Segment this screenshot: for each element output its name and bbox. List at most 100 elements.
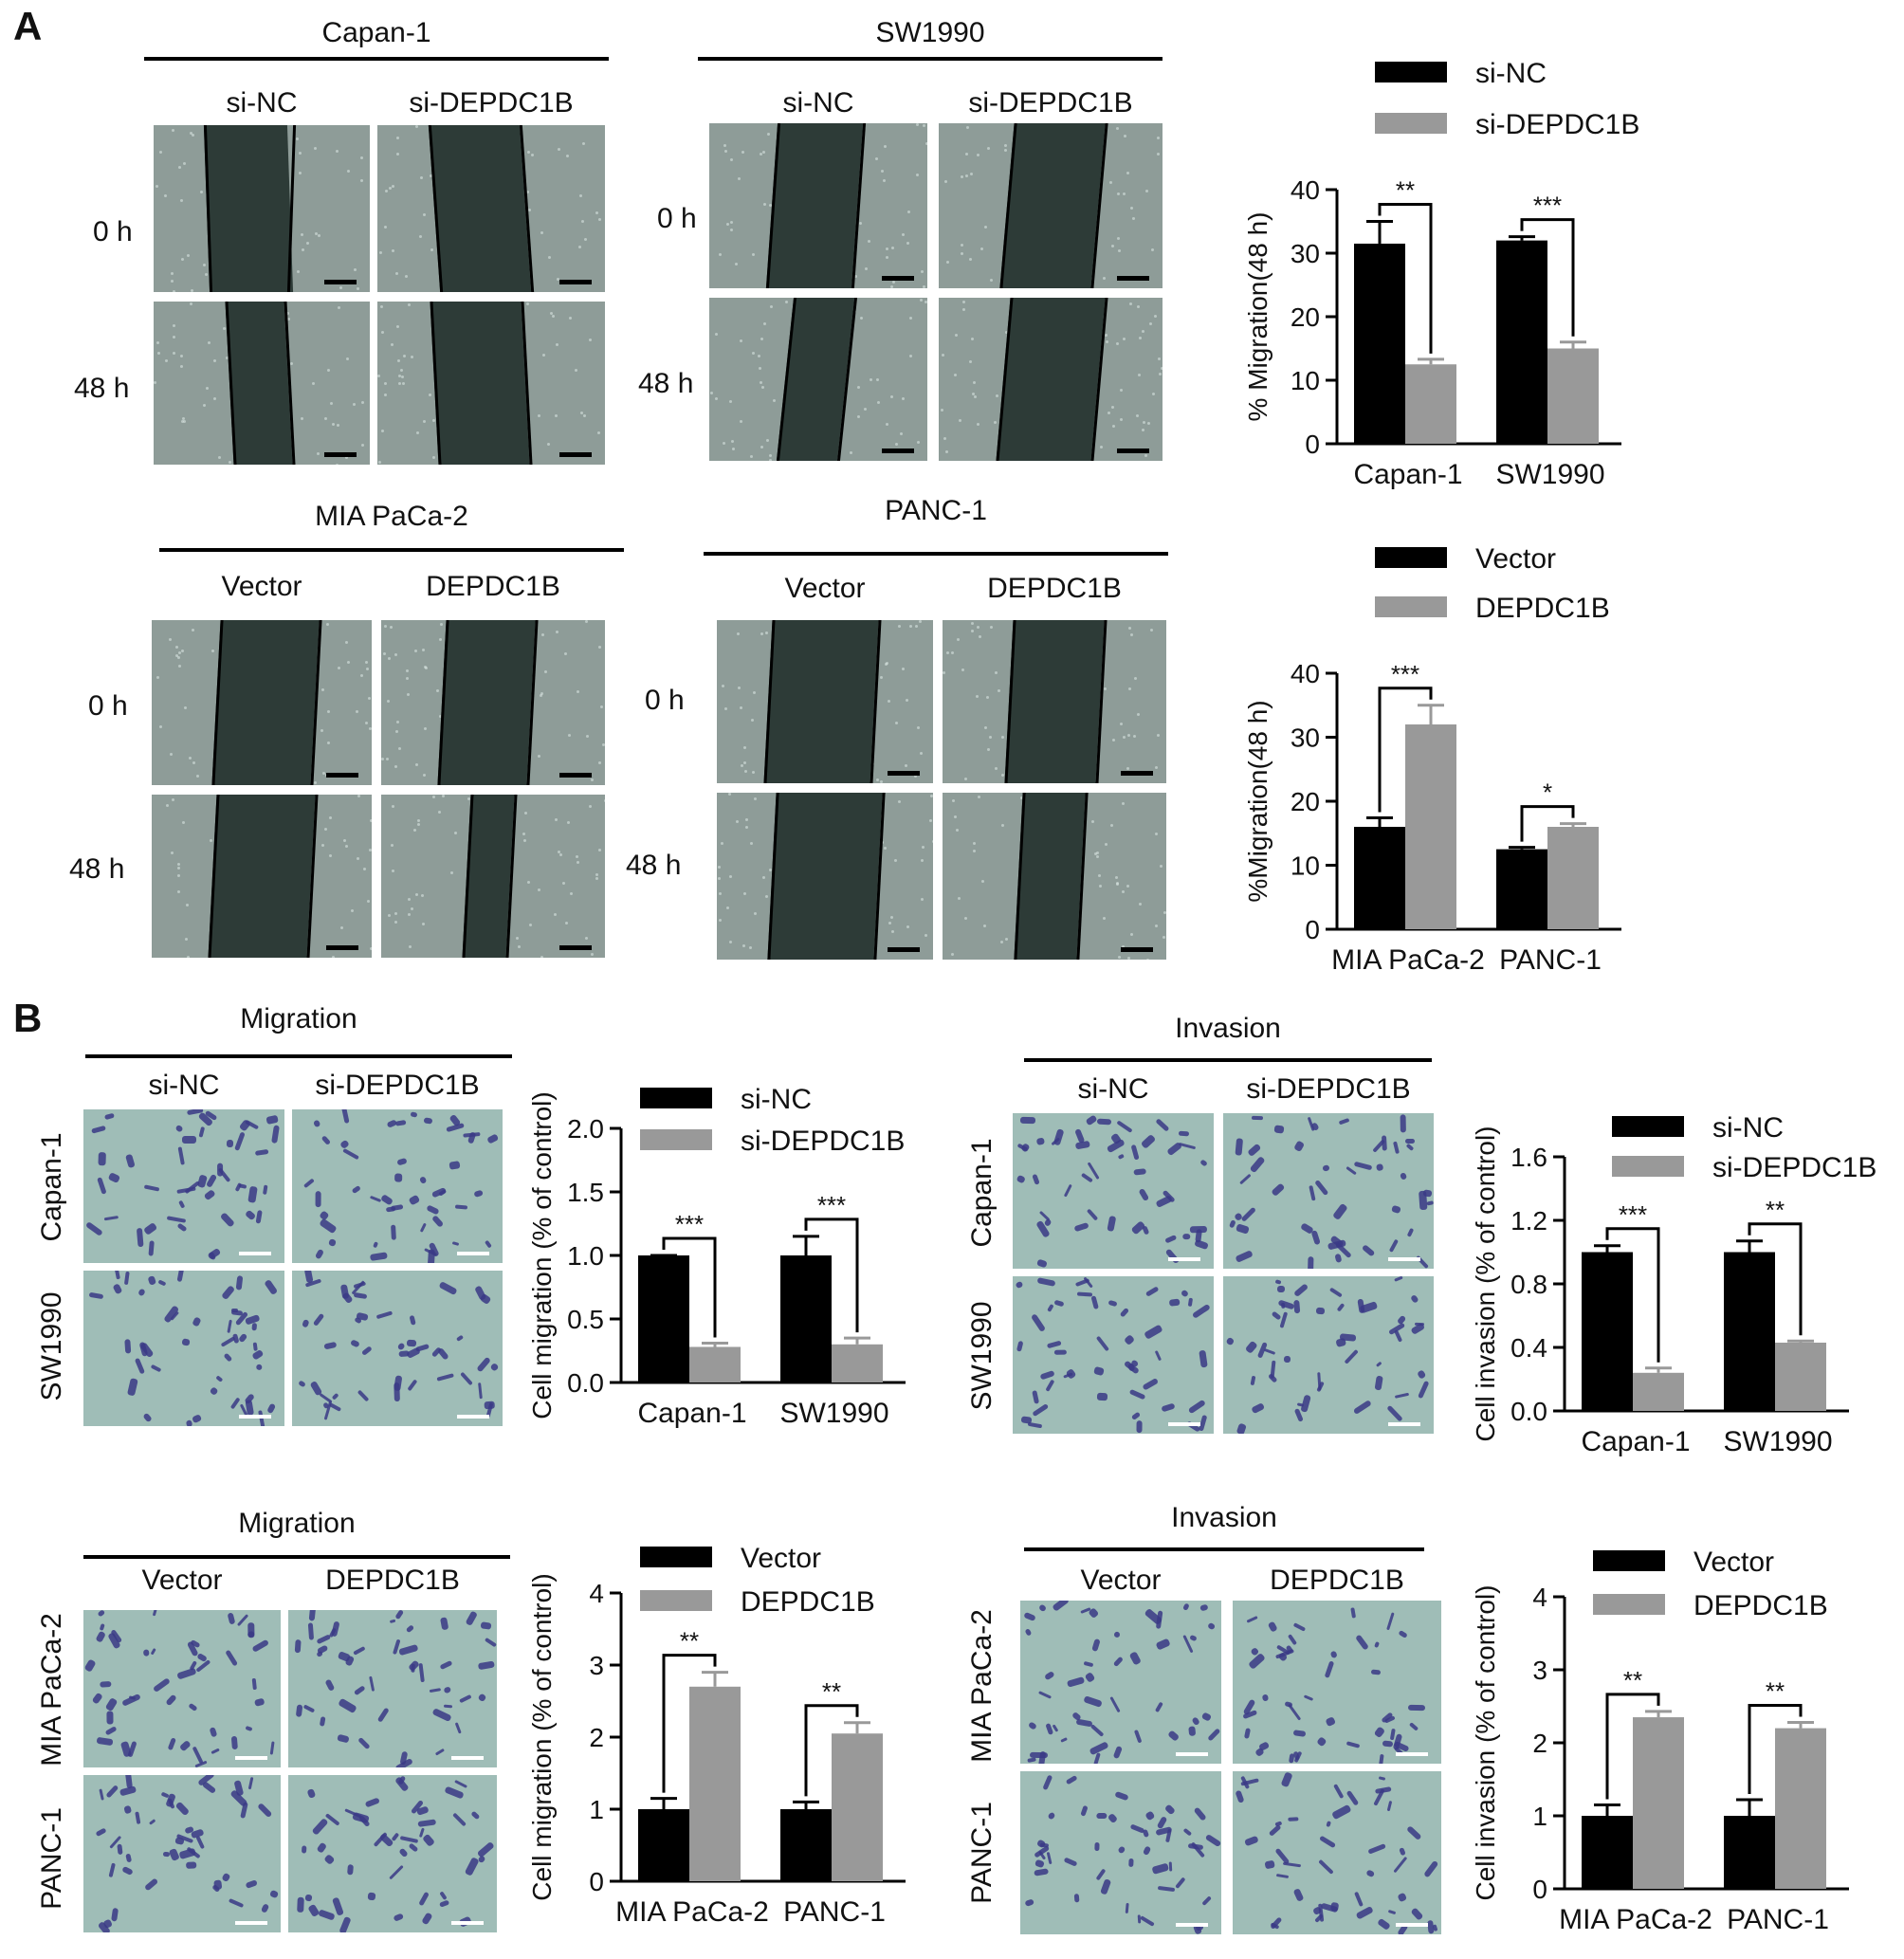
stained-cell xyxy=(1189,1634,1198,1641)
stained-cell xyxy=(372,1241,378,1249)
stained-cell xyxy=(1338,1118,1350,1126)
significance-bracket xyxy=(1748,1222,1803,1336)
cell-speck xyxy=(183,706,187,710)
cell-speck xyxy=(960,175,963,179)
stained-cell xyxy=(1387,1909,1396,1915)
stained-cell xyxy=(1144,1325,1163,1341)
stained-cell xyxy=(1385,1405,1402,1422)
stained-cell xyxy=(1113,1657,1125,1668)
stained-cell xyxy=(1083,1695,1103,1709)
bar xyxy=(1547,348,1599,444)
stained-cell xyxy=(1406,1824,1422,1840)
cell-speck xyxy=(176,863,180,867)
x-tick-label: PANC-1 xyxy=(1499,944,1602,976)
cell-speck xyxy=(364,661,368,665)
stained-cell xyxy=(221,1872,231,1882)
cell-speck xyxy=(893,859,897,863)
stained-cell xyxy=(1112,1745,1123,1760)
significance-mark: *** xyxy=(1533,192,1562,220)
cell-speck xyxy=(394,652,397,656)
cell-speck xyxy=(190,289,193,292)
cell-speck xyxy=(740,763,743,767)
stained-cell xyxy=(1076,1291,1092,1297)
cell-speck xyxy=(182,419,186,423)
cell-speck xyxy=(155,185,158,189)
cell-speck xyxy=(185,904,189,907)
stained-cell xyxy=(408,1841,419,1853)
cell-speck xyxy=(588,804,592,808)
row-label-48h: 48 h xyxy=(626,850,682,881)
cell-speck xyxy=(956,828,960,832)
cell-speck xyxy=(430,248,433,252)
stained-cell xyxy=(1141,1134,1156,1149)
stained-cell xyxy=(1392,1141,1400,1154)
stained-cell xyxy=(1418,1381,1430,1400)
stained-cell xyxy=(1117,1844,1126,1855)
significance-bracket xyxy=(1605,1227,1660,1363)
significance-bracket xyxy=(1520,805,1575,842)
stained-cell xyxy=(1274,1847,1290,1865)
cell-speck xyxy=(414,125,418,129)
stained-cell xyxy=(178,1199,185,1208)
y-tick-label: 3 xyxy=(1532,1656,1547,1685)
stained-cell xyxy=(1031,1403,1049,1418)
cell-speck xyxy=(301,232,304,236)
stained-cell xyxy=(209,1386,219,1397)
stained-cell xyxy=(421,1912,433,1926)
cell-speck xyxy=(226,356,229,359)
stained-cell xyxy=(418,1891,430,1906)
cell-speck xyxy=(170,271,174,275)
cell-speck xyxy=(987,147,991,151)
significance-bracket xyxy=(804,1218,859,1333)
stained-cell xyxy=(340,1109,350,1125)
cell-speck xyxy=(1126,171,1130,174)
cell-speck xyxy=(1116,881,1120,885)
cell-speck xyxy=(961,307,965,311)
stained-cell xyxy=(137,1227,144,1247)
stained-cell xyxy=(1398,1847,1406,1857)
stained-cell xyxy=(471,1811,481,1821)
cell-speck xyxy=(951,799,955,803)
stained-cell xyxy=(1398,1892,1408,1902)
stained-cell xyxy=(1155,1195,1173,1209)
stained-cell xyxy=(1090,1638,1101,1653)
stained-cell xyxy=(443,1704,453,1709)
stained-cell xyxy=(476,1840,495,1858)
stained-cell xyxy=(176,1271,185,1283)
stained-cell xyxy=(1288,1634,1298,1646)
stained-cell xyxy=(295,1704,303,1717)
scratch-image xyxy=(154,302,370,465)
transwell-image xyxy=(292,1271,503,1426)
cell-speck xyxy=(527,151,531,155)
stained-cell xyxy=(123,1271,130,1285)
stained-cell xyxy=(108,1862,116,1877)
stained-cell xyxy=(1334,1253,1343,1263)
cell-speck xyxy=(540,231,544,235)
stained-cell xyxy=(1382,1740,1394,1748)
group-divider xyxy=(85,1054,512,1058)
stained-cell xyxy=(229,1397,241,1409)
y-tick-label: 10 xyxy=(1291,366,1320,395)
cell-speck xyxy=(740,420,743,424)
row-label: Capan-1 xyxy=(36,1132,67,1242)
cell-speck xyxy=(943,671,946,675)
cell-speck xyxy=(943,437,946,441)
stained-cell xyxy=(380,1193,394,1206)
stained-cell xyxy=(418,1819,437,1827)
cell-speck xyxy=(1123,134,1126,137)
cell-speck xyxy=(205,272,209,276)
stained-cell xyxy=(1125,1902,1129,1913)
cell-speck xyxy=(390,343,394,347)
group-title-panc1: PANC-1 xyxy=(885,495,987,526)
legend-label: Vector xyxy=(741,1543,821,1574)
stained-cell xyxy=(245,1399,255,1417)
cell-speck xyxy=(395,137,399,140)
cell-speck xyxy=(377,461,381,465)
stained-cell xyxy=(1144,1810,1156,1822)
stained-cell xyxy=(148,1240,155,1256)
stained-cell xyxy=(127,1740,137,1758)
cell-speck xyxy=(171,128,174,132)
cell-speck xyxy=(765,894,769,898)
cell-speck xyxy=(339,286,342,290)
stained-cell xyxy=(1039,1369,1055,1381)
